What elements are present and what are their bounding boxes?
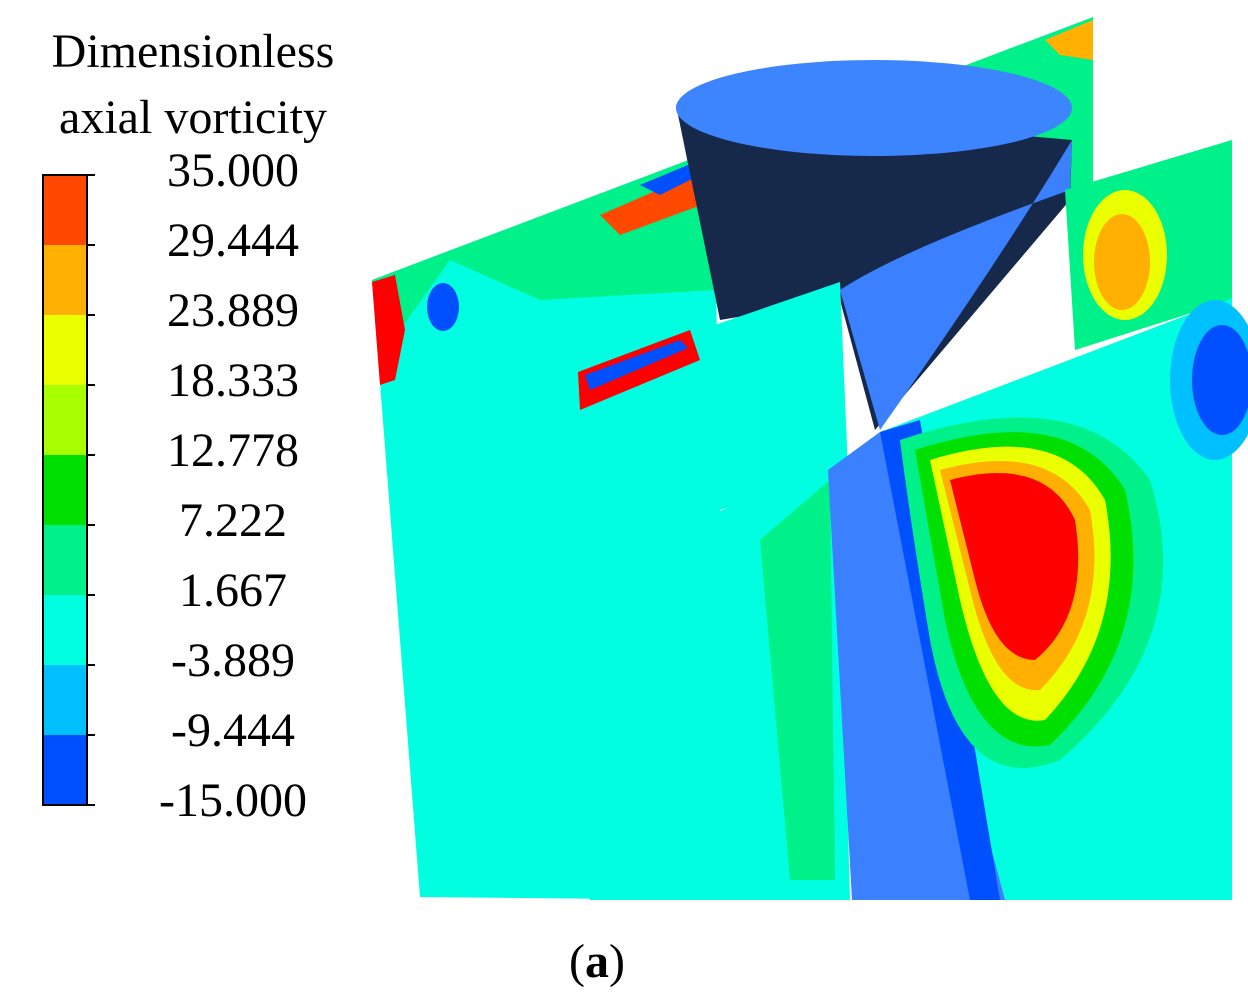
- caption-paren: ): [609, 935, 625, 988]
- caption-letter: a: [585, 935, 609, 988]
- vortex-core: [950, 473, 1079, 660]
- colorbar-label: 12.778: [167, 424, 299, 477]
- colorbar-label: 23.889: [167, 284, 299, 337]
- colorbar-frame: [42, 174, 88, 806]
- right-back-core: [1094, 214, 1150, 310]
- hub-side: [676, 105, 1072, 430]
- colorbar-label: -3.889: [171, 634, 295, 687]
- caption-paren: (: [569, 935, 585, 988]
- colorbar-band: [43, 525, 87, 595]
- colorbar: 35.000 29.444 23.889 18.333 12.778 7.222 1.667…: [42, 144, 307, 827]
- caption: (a): [569, 935, 625, 988]
- colorbar-label: 1.667: [179, 564, 287, 617]
- left-panel-band2: [640, 160, 700, 195]
- middle-panel-band2: [585, 340, 688, 390]
- colorbar-band: [43, 385, 87, 455]
- colorbar-label: 29.444: [167, 214, 299, 267]
- colorbar-band: [43, 245, 87, 315]
- left-panel-spot: [427, 283, 459, 331]
- colorbar-band: [43, 665, 87, 735]
- colorbar-band: [43, 595, 87, 665]
- vorticity-render: [372, 17, 1248, 900]
- hub-side-light: [840, 140, 1072, 430]
- colorbar-label: 18.333: [167, 354, 299, 407]
- legend-title: axial vorticity: [59, 91, 327, 144]
- colorbar-label: -15.000: [159, 774, 307, 827]
- back-panel-patch: [1045, 20, 1093, 60]
- colorbar-label: 7.222: [179, 494, 287, 547]
- colorbar-band: [43, 175, 87, 245]
- colorbar-band: [43, 455, 87, 525]
- legend-title: Dimensionless: [52, 25, 335, 78]
- colorbar-band: [43, 315, 87, 385]
- colorbar-label: 35.000: [167, 144, 299, 197]
- legend: Dimensionless axial vorticity 35.000 29.4…: [42, 25, 335, 827]
- left-panel-edge: [372, 275, 405, 385]
- hub-top: [676, 60, 1072, 156]
- colorbar-band: [43, 735, 87, 805]
- colorbar-label: -9.444: [171, 704, 295, 757]
- front-mid-patch: [760, 480, 835, 880]
- front-right-spot-core: [1192, 325, 1248, 435]
- middle-panel: [578, 282, 848, 900]
- left-panel-band: [600, 165, 715, 235]
